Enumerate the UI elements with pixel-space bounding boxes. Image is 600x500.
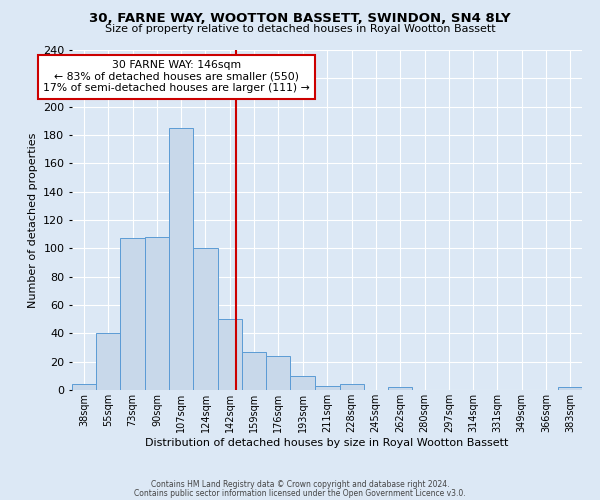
Bar — [340, 384, 364, 390]
Y-axis label: Number of detached properties: Number of detached properties — [28, 132, 38, 308]
Text: Size of property relative to detached houses in Royal Wootton Bassett: Size of property relative to detached ho… — [104, 24, 496, 34]
Bar — [193, 248, 218, 390]
Bar — [145, 237, 169, 390]
Bar — [290, 376, 315, 390]
Bar — [388, 387, 412, 390]
Bar — [72, 384, 96, 390]
Bar — [169, 128, 193, 390]
Bar — [266, 356, 290, 390]
Text: 30, FARNE WAY, WOOTTON BASSETT, SWINDON, SN4 8LY: 30, FARNE WAY, WOOTTON BASSETT, SWINDON,… — [89, 12, 511, 26]
Bar — [218, 319, 242, 390]
Text: 30 FARNE WAY: 146sqm
← 83% of detached houses are smaller (550)
17% of semi-deta: 30 FARNE WAY: 146sqm ← 83% of detached h… — [43, 60, 310, 94]
Bar — [96, 334, 120, 390]
Bar — [558, 387, 582, 390]
Bar — [242, 352, 266, 390]
X-axis label: Distribution of detached houses by size in Royal Wootton Bassett: Distribution of detached houses by size … — [145, 438, 509, 448]
Bar — [120, 238, 145, 390]
Bar — [315, 386, 340, 390]
Text: Contains public sector information licensed under the Open Government Licence v3: Contains public sector information licen… — [134, 488, 466, 498]
Text: Contains HM Land Registry data © Crown copyright and database right 2024.: Contains HM Land Registry data © Crown c… — [151, 480, 449, 489]
